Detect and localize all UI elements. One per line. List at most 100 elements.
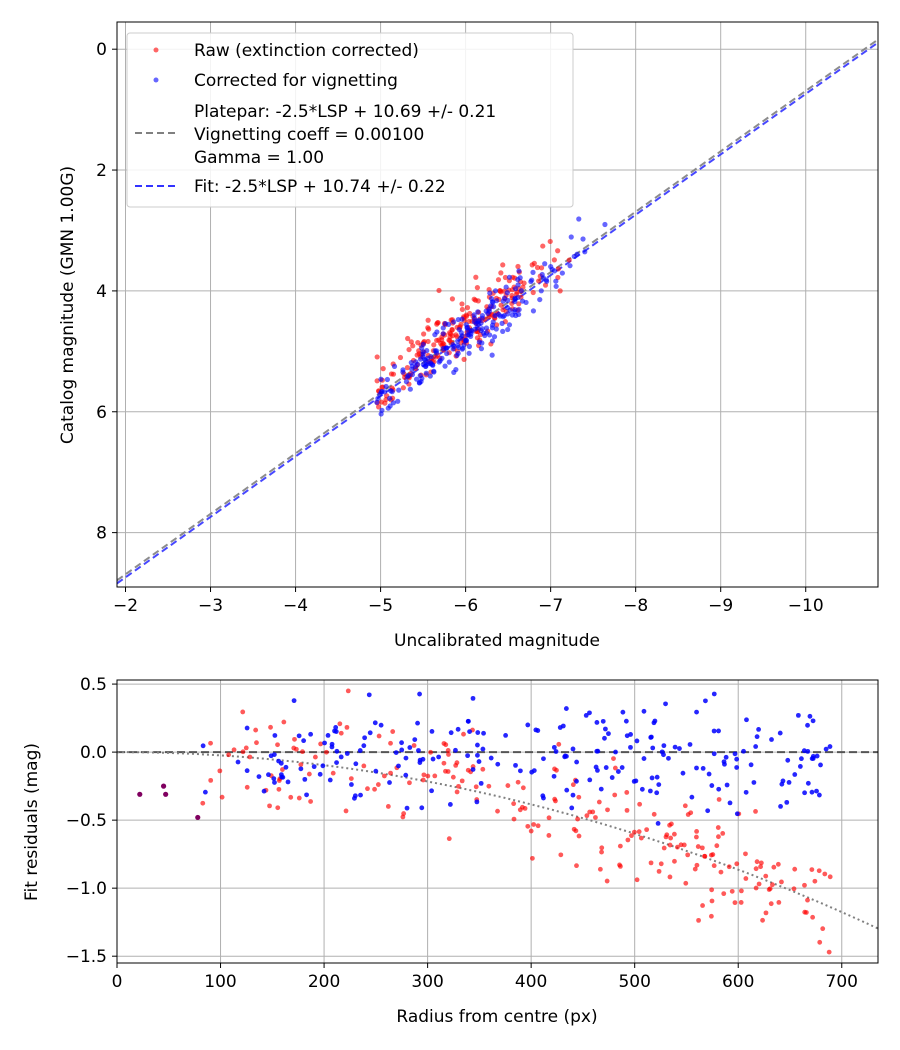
corrected-residual-point bbox=[357, 748, 363, 753]
raw-residual-point bbox=[656, 868, 662, 874]
raw-residual-point bbox=[636, 829, 642, 835]
raw-point bbox=[436, 287, 442, 294]
raw-residual-point bbox=[711, 863, 717, 869]
raw-residual-point bbox=[754, 859, 760, 865]
raw-residual-point bbox=[721, 891, 727, 897]
raw-point bbox=[458, 321, 464, 327]
corrected-residual-point bbox=[655, 820, 661, 826]
top-y-tick-label: 0 bbox=[96, 40, 107, 60]
corrected-residual-point bbox=[378, 722, 384, 728]
raw-point bbox=[449, 296, 456, 302]
corrected-residual-point bbox=[816, 792, 822, 798]
raw-residual-point bbox=[390, 729, 396, 734]
vignetting-model-curve bbox=[117, 751, 878, 930]
raw-residual-point bbox=[411, 743, 417, 748]
corrected-point bbox=[553, 283, 559, 289]
corrected-point bbox=[461, 342, 467, 348]
corrected-residual-point bbox=[687, 742, 693, 747]
corrected-residual-point bbox=[744, 717, 749, 723]
corrected-residual-point bbox=[587, 777, 593, 783]
corrected-residual-point bbox=[200, 743, 206, 749]
corrected-point bbox=[472, 326, 478, 332]
raw-residual-point bbox=[528, 828, 534, 834]
corrected-residual-point bbox=[654, 774, 660, 780]
corrected-point bbox=[420, 349, 426, 355]
corrected-point bbox=[439, 355, 445, 361]
raw-residual-point bbox=[612, 792, 618, 798]
corrected-residual-point bbox=[475, 730, 481, 735]
raw-residual-point bbox=[816, 868, 822, 874]
raw-residual-point bbox=[288, 794, 294, 800]
raw-residual-point bbox=[254, 740, 259, 746]
raw-residual-point bbox=[338, 730, 344, 736]
raw-residual-point bbox=[668, 821, 674, 827]
raw-residual-point bbox=[758, 864, 763, 870]
corrected-residual-point bbox=[754, 734, 760, 740]
raw-point bbox=[376, 404, 382, 410]
raw-residual-point bbox=[276, 786, 282, 792]
corrected-residual-point bbox=[711, 751, 717, 757]
bottom-x-tick-label: 300 bbox=[411, 972, 443, 992]
raw-point bbox=[464, 305, 471, 311]
corrected-residual-point bbox=[470, 767, 476, 772]
raw-point bbox=[415, 340, 421, 346]
corrected-point bbox=[442, 363, 448, 369]
top-legend: Raw (extinction corrected) Corrected for… bbox=[126, 32, 574, 208]
legend-label-raw: Raw (extinction corrected) bbox=[194, 41, 419, 61]
corrected-residual-point bbox=[609, 775, 615, 780]
corrected-point bbox=[420, 341, 426, 347]
raw-residual-point bbox=[200, 800, 206, 806]
corrected-residual-point bbox=[317, 771, 323, 777]
corrected-residual-point bbox=[503, 732, 509, 738]
corrected-residual-point bbox=[784, 799, 790, 805]
raw-point bbox=[498, 270, 504, 276]
corrected-point bbox=[516, 307, 522, 313]
raw-residual-point bbox=[515, 779, 521, 785]
corrected-residual-point bbox=[694, 765, 699, 771]
raw-residual-point bbox=[456, 783, 461, 789]
raw-point bbox=[473, 274, 479, 280]
raw-residual-point bbox=[820, 926, 826, 932]
raw-residual-point bbox=[700, 903, 705, 908]
corrected-residual-point bbox=[727, 800, 733, 806]
corrected-residual-point bbox=[778, 803, 783, 809]
raw-residual-point bbox=[682, 803, 688, 809]
corrected-point bbox=[444, 350, 450, 357]
raw-residual-point bbox=[768, 901, 774, 907]
raw-residual-point bbox=[827, 874, 833, 880]
raw-residual-point bbox=[535, 823, 541, 829]
raw-residual-point bbox=[420, 777, 426, 783]
top-y-tick-label: 8 bbox=[96, 524, 107, 544]
corrected-residual-point bbox=[587, 710, 592, 716]
corrected-residual-point bbox=[403, 755, 409, 761]
bottom-y-axis-label: Fit residuals (mag) bbox=[22, 743, 42, 901]
raw-point bbox=[408, 339, 414, 345]
corrected-point bbox=[553, 278, 559, 284]
corrected-point bbox=[499, 320, 505, 326]
corrected-residual-point bbox=[202, 789, 208, 795]
corrected-residual-point bbox=[570, 746, 576, 752]
raw-residual-point bbox=[275, 742, 280, 748]
corrected-residual-point bbox=[807, 713, 813, 719]
raw-point bbox=[421, 331, 427, 337]
corrected-residual-point bbox=[271, 776, 277, 782]
raw-point bbox=[500, 262, 506, 268]
corrected-residual-point bbox=[513, 762, 518, 768]
raw-residual-point bbox=[425, 773, 431, 779]
corrected-point bbox=[391, 363, 398, 369]
raw-residual-point bbox=[552, 796, 558, 802]
corrected-residual-point bbox=[809, 789, 815, 795]
raw-residual-point bbox=[667, 842, 673, 848]
raw-point bbox=[374, 354, 380, 360]
corrected-residual-point bbox=[283, 764, 289, 770]
corrected-point bbox=[506, 274, 513, 280]
corrected-residual-point bbox=[272, 780, 277, 785]
corrected-residual-point bbox=[595, 748, 601, 754]
corrected-residual-point bbox=[453, 747, 458, 753]
corrected-residual-point bbox=[798, 756, 804, 762]
raw-residual-point bbox=[803, 910, 809, 915]
raw-residual-point bbox=[300, 749, 305, 755]
corrected-point bbox=[483, 330, 490, 336]
corrected-residual-point bbox=[661, 743, 667, 749]
raw-point bbox=[474, 285, 480, 291]
